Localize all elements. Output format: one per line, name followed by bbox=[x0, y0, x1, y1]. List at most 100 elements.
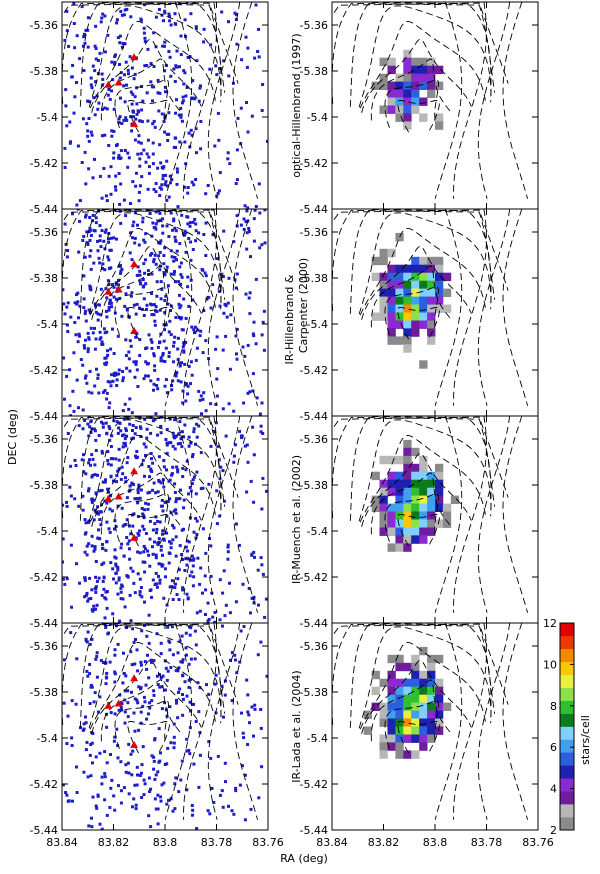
colorbar-swatch bbox=[560, 817, 574, 831]
star-point bbox=[98, 537, 102, 541]
density-cell bbox=[387, 527, 396, 536]
density-cell bbox=[395, 535, 404, 544]
star-point bbox=[145, 64, 149, 67]
star-point bbox=[105, 725, 109, 729]
star-point bbox=[75, 81, 78, 84]
star-point bbox=[194, 229, 198, 233]
star-point bbox=[74, 702, 78, 706]
density-cell bbox=[419, 280, 428, 290]
star-point bbox=[108, 301, 111, 305]
star-point bbox=[140, 629, 144, 633]
star-point bbox=[109, 165, 113, 169]
star-point bbox=[243, 354, 247, 358]
star-point bbox=[96, 473, 99, 477]
contour-line bbox=[164, 209, 193, 406]
star-point bbox=[245, 443, 249, 447]
star-point bbox=[100, 16, 104, 20]
star-point bbox=[203, 271, 207, 275]
density-cell bbox=[403, 49, 412, 59]
star-point bbox=[175, 593, 179, 596]
star-point bbox=[142, 297, 146, 301]
density-cell bbox=[419, 463, 428, 473]
star-point bbox=[85, 591, 89, 595]
star-point bbox=[129, 650, 133, 654]
star-point bbox=[82, 32, 86, 36]
star-point bbox=[189, 626, 193, 630]
star-point bbox=[147, 553, 151, 557]
star-point bbox=[92, 700, 96, 704]
star-point bbox=[198, 753, 202, 757]
star-point bbox=[106, 632, 110, 636]
density-cell bbox=[419, 113, 428, 122]
star-point bbox=[75, 34, 79, 38]
star-point bbox=[181, 558, 184, 561]
star-point bbox=[190, 570, 194, 574]
star-point bbox=[82, 453, 85, 457]
density-cell bbox=[427, 734, 436, 743]
star-point bbox=[156, 387, 160, 391]
colorbar-swatch bbox=[560, 700, 574, 714]
star-point bbox=[185, 459, 189, 463]
star-point bbox=[114, 174, 118, 178]
star-point bbox=[185, 563, 189, 567]
star-point bbox=[215, 522, 219, 526]
star-point bbox=[114, 525, 118, 528]
star-point bbox=[194, 516, 198, 520]
density-cell bbox=[395, 81, 404, 90]
star-point bbox=[93, 326, 96, 330]
star-point bbox=[146, 549, 150, 553]
star-point bbox=[178, 140, 182, 144]
star-point bbox=[163, 299, 167, 302]
star-point bbox=[146, 502, 150, 506]
star-point bbox=[199, 120, 203, 123]
star-point bbox=[172, 526, 176, 530]
star-point bbox=[122, 84, 126, 88]
star-point bbox=[120, 314, 124, 318]
star-point bbox=[211, 615, 215, 619]
star-point bbox=[83, 576, 87, 580]
contour-line bbox=[358, 212, 492, 315]
star-point bbox=[89, 419, 93, 423]
star-point bbox=[214, 64, 218, 68]
star-point bbox=[260, 507, 264, 511]
density-cell bbox=[379, 511, 388, 520]
density-cell bbox=[427, 256, 436, 266]
star-point bbox=[109, 475, 113, 479]
star-point bbox=[81, 238, 85, 242]
star-point bbox=[173, 12, 177, 16]
colorbar-label: stars/cell bbox=[579, 715, 592, 765]
star-point bbox=[136, 669, 140, 673]
star-point bbox=[164, 323, 168, 327]
star-point bbox=[168, 640, 172, 644]
star-point bbox=[171, 598, 175, 601]
star-point bbox=[96, 249, 100, 253]
star-point bbox=[199, 329, 203, 333]
density-cell bbox=[427, 678, 436, 688]
star-point bbox=[153, 738, 157, 742]
star-point bbox=[86, 630, 90, 634]
density-cell bbox=[435, 272, 444, 282]
star-point bbox=[246, 460, 250, 464]
star-point bbox=[121, 376, 125, 380]
density-cell bbox=[435, 726, 444, 735]
row-catalog-label: optical-Hillenbrand (1997) bbox=[290, 33, 303, 177]
star-point bbox=[122, 417, 126, 421]
star-point bbox=[100, 134, 104, 138]
star-point bbox=[262, 309, 266, 313]
star-point bbox=[191, 97, 194, 100]
star-point bbox=[214, 347, 218, 351]
star-point bbox=[104, 626, 108, 629]
star-point bbox=[158, 91, 162, 95]
star-point bbox=[87, 824, 91, 828]
star-point bbox=[159, 544, 163, 548]
star-point bbox=[142, 544, 146, 548]
density-cell bbox=[435, 519, 444, 528]
density-cell bbox=[403, 65, 412, 75]
star-point bbox=[75, 657, 79, 661]
star-point bbox=[182, 498, 186, 502]
star-point bbox=[109, 248, 113, 252]
star-point bbox=[139, 663, 143, 667]
star-point bbox=[90, 391, 94, 395]
star-point bbox=[121, 681, 125, 685]
star-point bbox=[139, 771, 143, 775]
